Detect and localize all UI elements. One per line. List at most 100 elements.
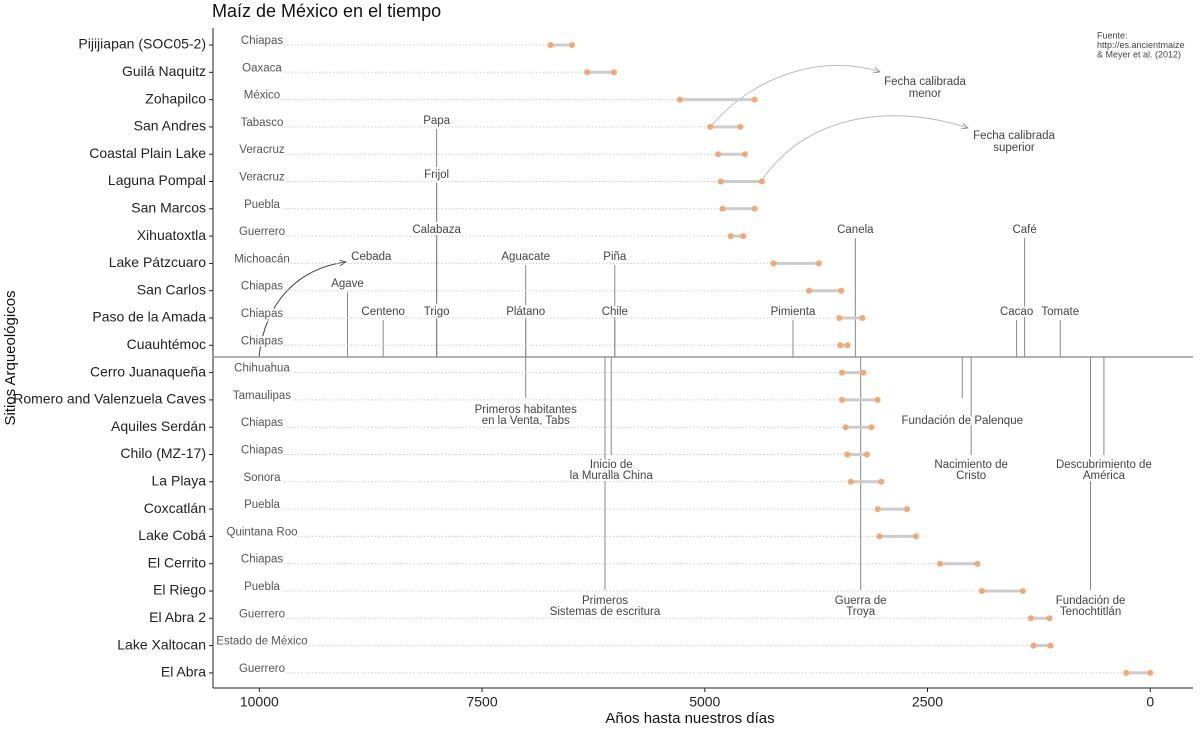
event-label: Agave [331, 278, 364, 290]
y-tick-label: Lake Cobá [138, 527, 206, 543]
y-tick-label: La Playa [152, 473, 207, 489]
event-label: Troya [846, 606, 876, 618]
y-tick-label: Zohapilco [145, 90, 206, 106]
y-tick-label: San Andres [134, 118, 206, 134]
y-tick-label: Laguna Pompal [108, 172, 206, 188]
y-tick-label: El Abra 2 [149, 609, 206, 625]
event-label: la Muralla China [570, 470, 654, 482]
region-label: Oaxaca [242, 62, 282, 74]
point [1046, 615, 1053, 622]
annotation-arrow [711, 64, 880, 126]
annotation: Fecha calibrada [884, 76, 966, 88]
point [715, 151, 722, 158]
event-label: Tenochtitlán [1060, 606, 1121, 618]
region-label: Chiapas [241, 335, 283, 347]
annotation: Fecha calibrada [973, 130, 1055, 142]
region-label: Chiapas [241, 35, 283, 47]
event-label: Cebada [351, 251, 392, 263]
point [1123, 669, 1130, 676]
region-label: Chihuahua [234, 363, 290, 375]
y-tick-label: San Marcos [131, 200, 206, 216]
y-tick-label: El Riego [153, 582, 206, 598]
annotation-arrow [761, 115, 968, 181]
point [1019, 588, 1026, 594]
region-label: Tamaulipas [233, 390, 291, 402]
event-label: Fundación de [1056, 595, 1126, 607]
event-label: Cristo [956, 470, 986, 482]
point [751, 96, 758, 103]
event-label: Frijol [424, 169, 449, 181]
x-axis-label: Años hasta nuestros días [605, 710, 774, 727]
point [863, 451, 870, 458]
point [974, 560, 981, 567]
event-label: Cacao [1000, 306, 1033, 318]
event-label: Sistemas de escritura [550, 606, 661, 618]
point [868, 424, 875, 431]
point [904, 506, 911, 513]
event-label: Canela [837, 224, 874, 236]
event-label: Descubrimiento de [1056, 459, 1152, 471]
source-note: & Meyer et al. (2012) [1097, 49, 1181, 59]
region-label: Chiapas [241, 445, 283, 457]
region-label: Veracruz [239, 144, 285, 156]
point [838, 369, 845, 376]
x-tick-label: 5000 [689, 694, 720, 710]
region-label: Quintana Roo [227, 526, 298, 538]
point [876, 533, 883, 540]
y-tick-label: Lake Xaltocan [117, 636, 206, 652]
point [741, 151, 748, 158]
y-tick-label: Coastal Plain Lake [89, 145, 206, 161]
y-tick-label: Coxcatlán [144, 500, 206, 516]
point [912, 533, 919, 540]
region-label: Guerrero [239, 226, 285, 238]
point [719, 205, 726, 212]
point [1147, 669, 1154, 676]
point [838, 287, 845, 294]
annotation: superior [993, 142, 1035, 154]
point [717, 178, 724, 185]
point [844, 451, 851, 458]
point [737, 123, 744, 130]
annotation: menor [909, 88, 942, 100]
point [806, 287, 813, 294]
region-label: Puebla [244, 581, 280, 593]
event-label: Café [1012, 224, 1036, 236]
y-tick-label: El Abra [161, 664, 206, 680]
y-tick-label: Chilo (MZ-17) [120, 445, 206, 461]
point [847, 478, 854, 485]
point [844, 342, 851, 349]
point [547, 42, 554, 48]
y-tick-label: Cerro Juanaqueña [90, 363, 206, 379]
point [758, 178, 765, 185]
point [838, 396, 845, 403]
point [610, 69, 617, 76]
point [837, 342, 844, 349]
point [836, 315, 843, 321]
region-label: Tabasco [241, 117, 284, 129]
point [740, 233, 747, 240]
point [878, 478, 885, 485]
region-label: Puebla [244, 499, 280, 511]
point [1027, 615, 1034, 622]
event-label: Trigo [424, 306, 450, 318]
y-tick-label: Lake Pátzcuaro [109, 254, 206, 270]
x-tick-label: 2500 [912, 694, 943, 710]
point [842, 424, 849, 431]
point [770, 260, 777, 267]
event-label: Papa [423, 115, 450, 127]
region-label: Puebla [244, 199, 280, 211]
region-label: Chiapas [241, 417, 283, 429]
region-label: Guerrero [239, 608, 285, 620]
x-tick-label: 7500 [466, 694, 497, 710]
y-tick-label: Pijijiapan (SOC05-2) [78, 36, 206, 52]
point [978, 588, 985, 594]
region-label: Guerrero [239, 663, 285, 675]
event-label: Plátano [506, 306, 545, 318]
region-label: Sonora [243, 472, 281, 484]
event-label: Pimienta [771, 306, 816, 318]
point [584, 69, 591, 76]
event-label: Primeros [582, 595, 628, 607]
point [874, 396, 881, 403]
point [569, 42, 576, 48]
event-label: Inicio de [590, 459, 633, 471]
